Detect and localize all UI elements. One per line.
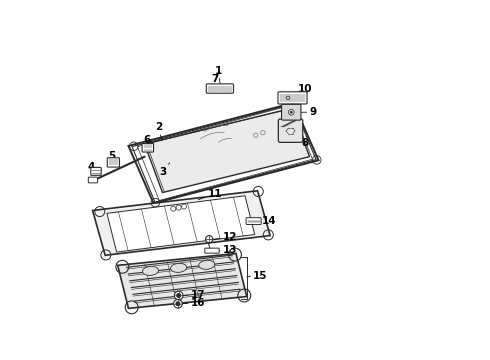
Text: 14: 14 [254, 216, 277, 226]
Text: 5: 5 [108, 151, 115, 166]
FancyBboxPatch shape [278, 92, 307, 104]
Text: 7: 7 [211, 74, 219, 90]
Text: 17: 17 [183, 290, 205, 300]
FancyBboxPatch shape [278, 119, 303, 142]
FancyBboxPatch shape [88, 177, 98, 183]
Circle shape [173, 300, 182, 308]
FancyBboxPatch shape [91, 167, 101, 175]
Circle shape [176, 302, 180, 306]
Text: 3: 3 [159, 163, 170, 177]
Text: 4: 4 [87, 162, 96, 173]
Circle shape [174, 291, 183, 300]
Text: 16: 16 [182, 298, 205, 308]
Text: 11: 11 [198, 189, 222, 200]
FancyBboxPatch shape [282, 104, 301, 120]
Ellipse shape [143, 266, 159, 275]
FancyBboxPatch shape [107, 158, 120, 167]
Text: 12: 12 [214, 232, 237, 242]
FancyBboxPatch shape [246, 218, 261, 225]
Polygon shape [93, 191, 270, 255]
Text: 10: 10 [292, 84, 313, 98]
FancyBboxPatch shape [142, 143, 153, 152]
FancyBboxPatch shape [205, 248, 219, 253]
Text: 8: 8 [291, 138, 309, 148]
Circle shape [177, 294, 180, 297]
Circle shape [290, 111, 293, 113]
Polygon shape [118, 253, 247, 309]
Text: 9: 9 [300, 107, 317, 117]
Polygon shape [145, 108, 310, 193]
Text: 6: 6 [144, 135, 151, 150]
FancyBboxPatch shape [206, 84, 234, 93]
Text: 2: 2 [155, 122, 162, 140]
Text: 15: 15 [247, 271, 268, 281]
Text: 13: 13 [215, 245, 237, 255]
Ellipse shape [199, 260, 215, 269]
Circle shape [205, 235, 213, 243]
Text: 1: 1 [215, 66, 222, 93]
Polygon shape [107, 196, 255, 252]
Ellipse shape [171, 263, 187, 273]
